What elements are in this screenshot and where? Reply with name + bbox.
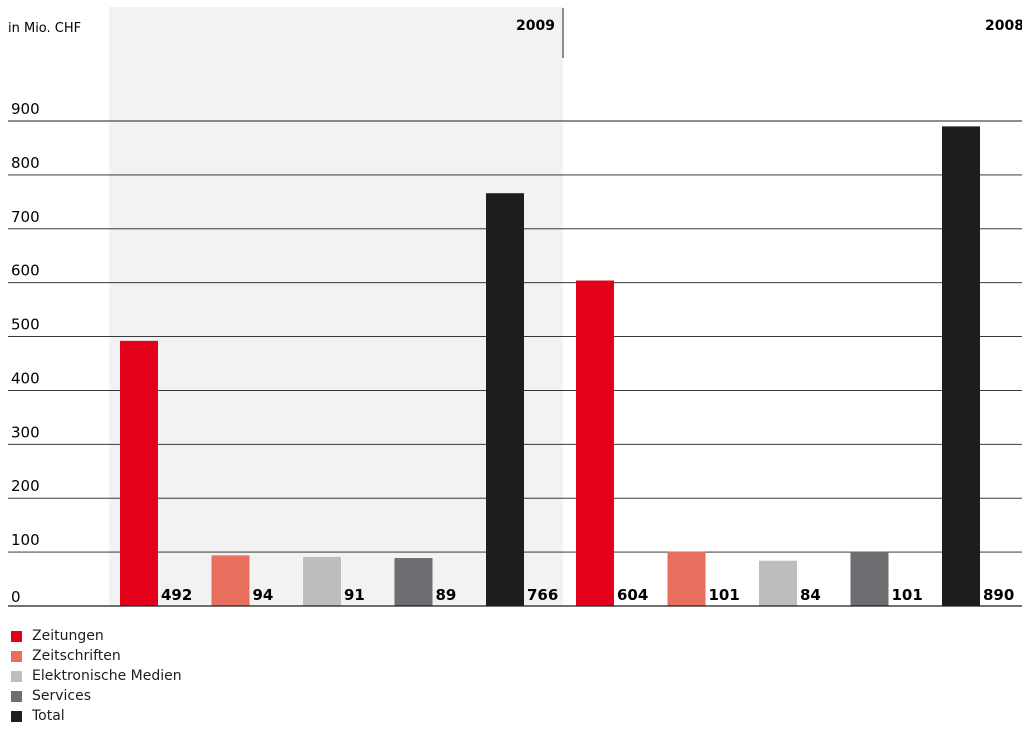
group-label-2008: 2008 <box>985 18 1022 34</box>
y-tick-label-800: 800 <box>11 154 40 172</box>
bar-2008-zeitschriften <box>667 551 706 606</box>
legend-label: Zeitungen <box>32 628 104 644</box>
y-tick-label-900: 900 <box>11 100 40 118</box>
legend-label: Elektronische Medien <box>32 668 182 684</box>
unit-label: in Mio. CHF <box>8 21 81 36</box>
bar-2008-elektronische-medien <box>759 560 797 606</box>
bar-2009-total <box>486 193 524 606</box>
bar-2009-services <box>394 558 433 606</box>
y-tick-label-500: 500 <box>11 316 40 334</box>
y-tick-label-400: 400 <box>11 369 40 387</box>
legend-item-zeitungen: Zeitungen <box>11 626 182 646</box>
y-tick-label-600: 600 <box>11 262 40 280</box>
y-tick-label-700: 700 <box>11 208 40 226</box>
y-tick-label-300: 300 <box>11 423 40 441</box>
bar-2008-services <box>850 551 889 606</box>
value-label-2009-elektronische-medien: 91 <box>344 586 365 604</box>
value-label-2009-services: 89 <box>436 586 457 604</box>
value-label-2009-zeitschriften: 94 <box>253 586 274 604</box>
group-label-2009: 2009 <box>516 18 555 34</box>
legend-item-services: Services <box>11 686 182 706</box>
bar-2009-elektronische-medien <box>303 556 341 606</box>
legend-swatch <box>11 630 22 642</box>
value-label-2008-elektronische-medien: 84 <box>800 586 821 604</box>
value-label-2008-zeitungen: 604 <box>617 586 648 604</box>
legend-swatch <box>11 710 22 722</box>
bar-2009-zeitschriften <box>211 555 250 606</box>
value-label-2008-total: 890 <box>983 586 1014 604</box>
bars: 492 94 91 89 766 604 101 84 101 890 <box>120 126 1014 606</box>
legend-swatch <box>11 690 22 702</box>
y-tick-label-0: 0 <box>11 588 21 606</box>
y-tick-label-200: 200 <box>11 477 40 495</box>
bar-2008-zeitungen <box>576 280 614 606</box>
value-label-2008-zeitschriften: 101 <box>709 586 740 604</box>
bar-2009-zeitungen <box>120 340 158 606</box>
value-label-2008-services: 101 <box>892 586 923 604</box>
legend-label: Services <box>32 688 92 704</box>
value-label-2009-total: 766 <box>527 586 558 604</box>
bar-2008-total <box>942 126 980 606</box>
y-axis-ticks: 0 100 200 300 400 500 600 700 800 900 <box>11 100 40 606</box>
legend: Zeitungen Zeitschriften Elektronische Medi… <box>11 626 182 726</box>
legend-item-zeitschriften: Zeitschriften <box>11 646 182 666</box>
bar-chart: 0 100 200 300 400 500 600 700 800 900 in Mio. CHF… <box>8 7 1022 607</box>
legend-label: Zeitschriften <box>32 648 121 664</box>
value-label-2009-zeitungen: 492 <box>161 586 192 604</box>
y-tick-label-100: 100 <box>11 531 40 549</box>
legend-item-total: Total <box>11 706 182 726</box>
legend-item-elektronische-medien: Elektronische Medien <box>11 666 182 686</box>
legend-swatch <box>11 670 22 682</box>
legend-label: Total <box>32 708 65 724</box>
legend-swatch <box>11 650 22 662</box>
